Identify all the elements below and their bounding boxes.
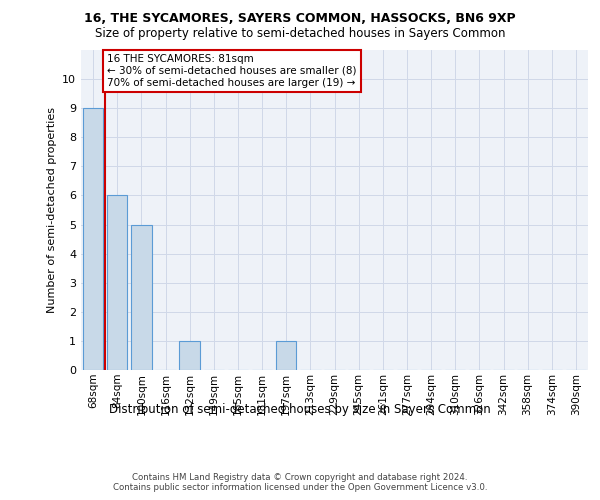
Text: 16 THE SYCAMORES: 81sqm
← 30% of semi-detached houses are smaller (8)
70% of sem: 16 THE SYCAMORES: 81sqm ← 30% of semi-de… <box>107 54 356 88</box>
Text: Contains HM Land Registry data © Crown copyright and database right 2024.
Contai: Contains HM Land Registry data © Crown c… <box>113 473 487 492</box>
Y-axis label: Number of semi-detached properties: Number of semi-detached properties <box>47 107 56 313</box>
Text: 16, THE SYCAMORES, SAYERS COMMON, HASSOCKS, BN6 9XP: 16, THE SYCAMORES, SAYERS COMMON, HASSOC… <box>84 12 516 26</box>
Text: Size of property relative to semi-detached houses in Sayers Common: Size of property relative to semi-detach… <box>95 28 505 40</box>
Bar <box>179 341 200 370</box>
Text: Distribution of semi-detached houses by size in Sayers Common: Distribution of semi-detached houses by … <box>109 402 491 415</box>
Bar <box>131 224 152 370</box>
Bar <box>276 341 296 370</box>
Bar <box>83 108 103 370</box>
Bar <box>107 196 127 370</box>
